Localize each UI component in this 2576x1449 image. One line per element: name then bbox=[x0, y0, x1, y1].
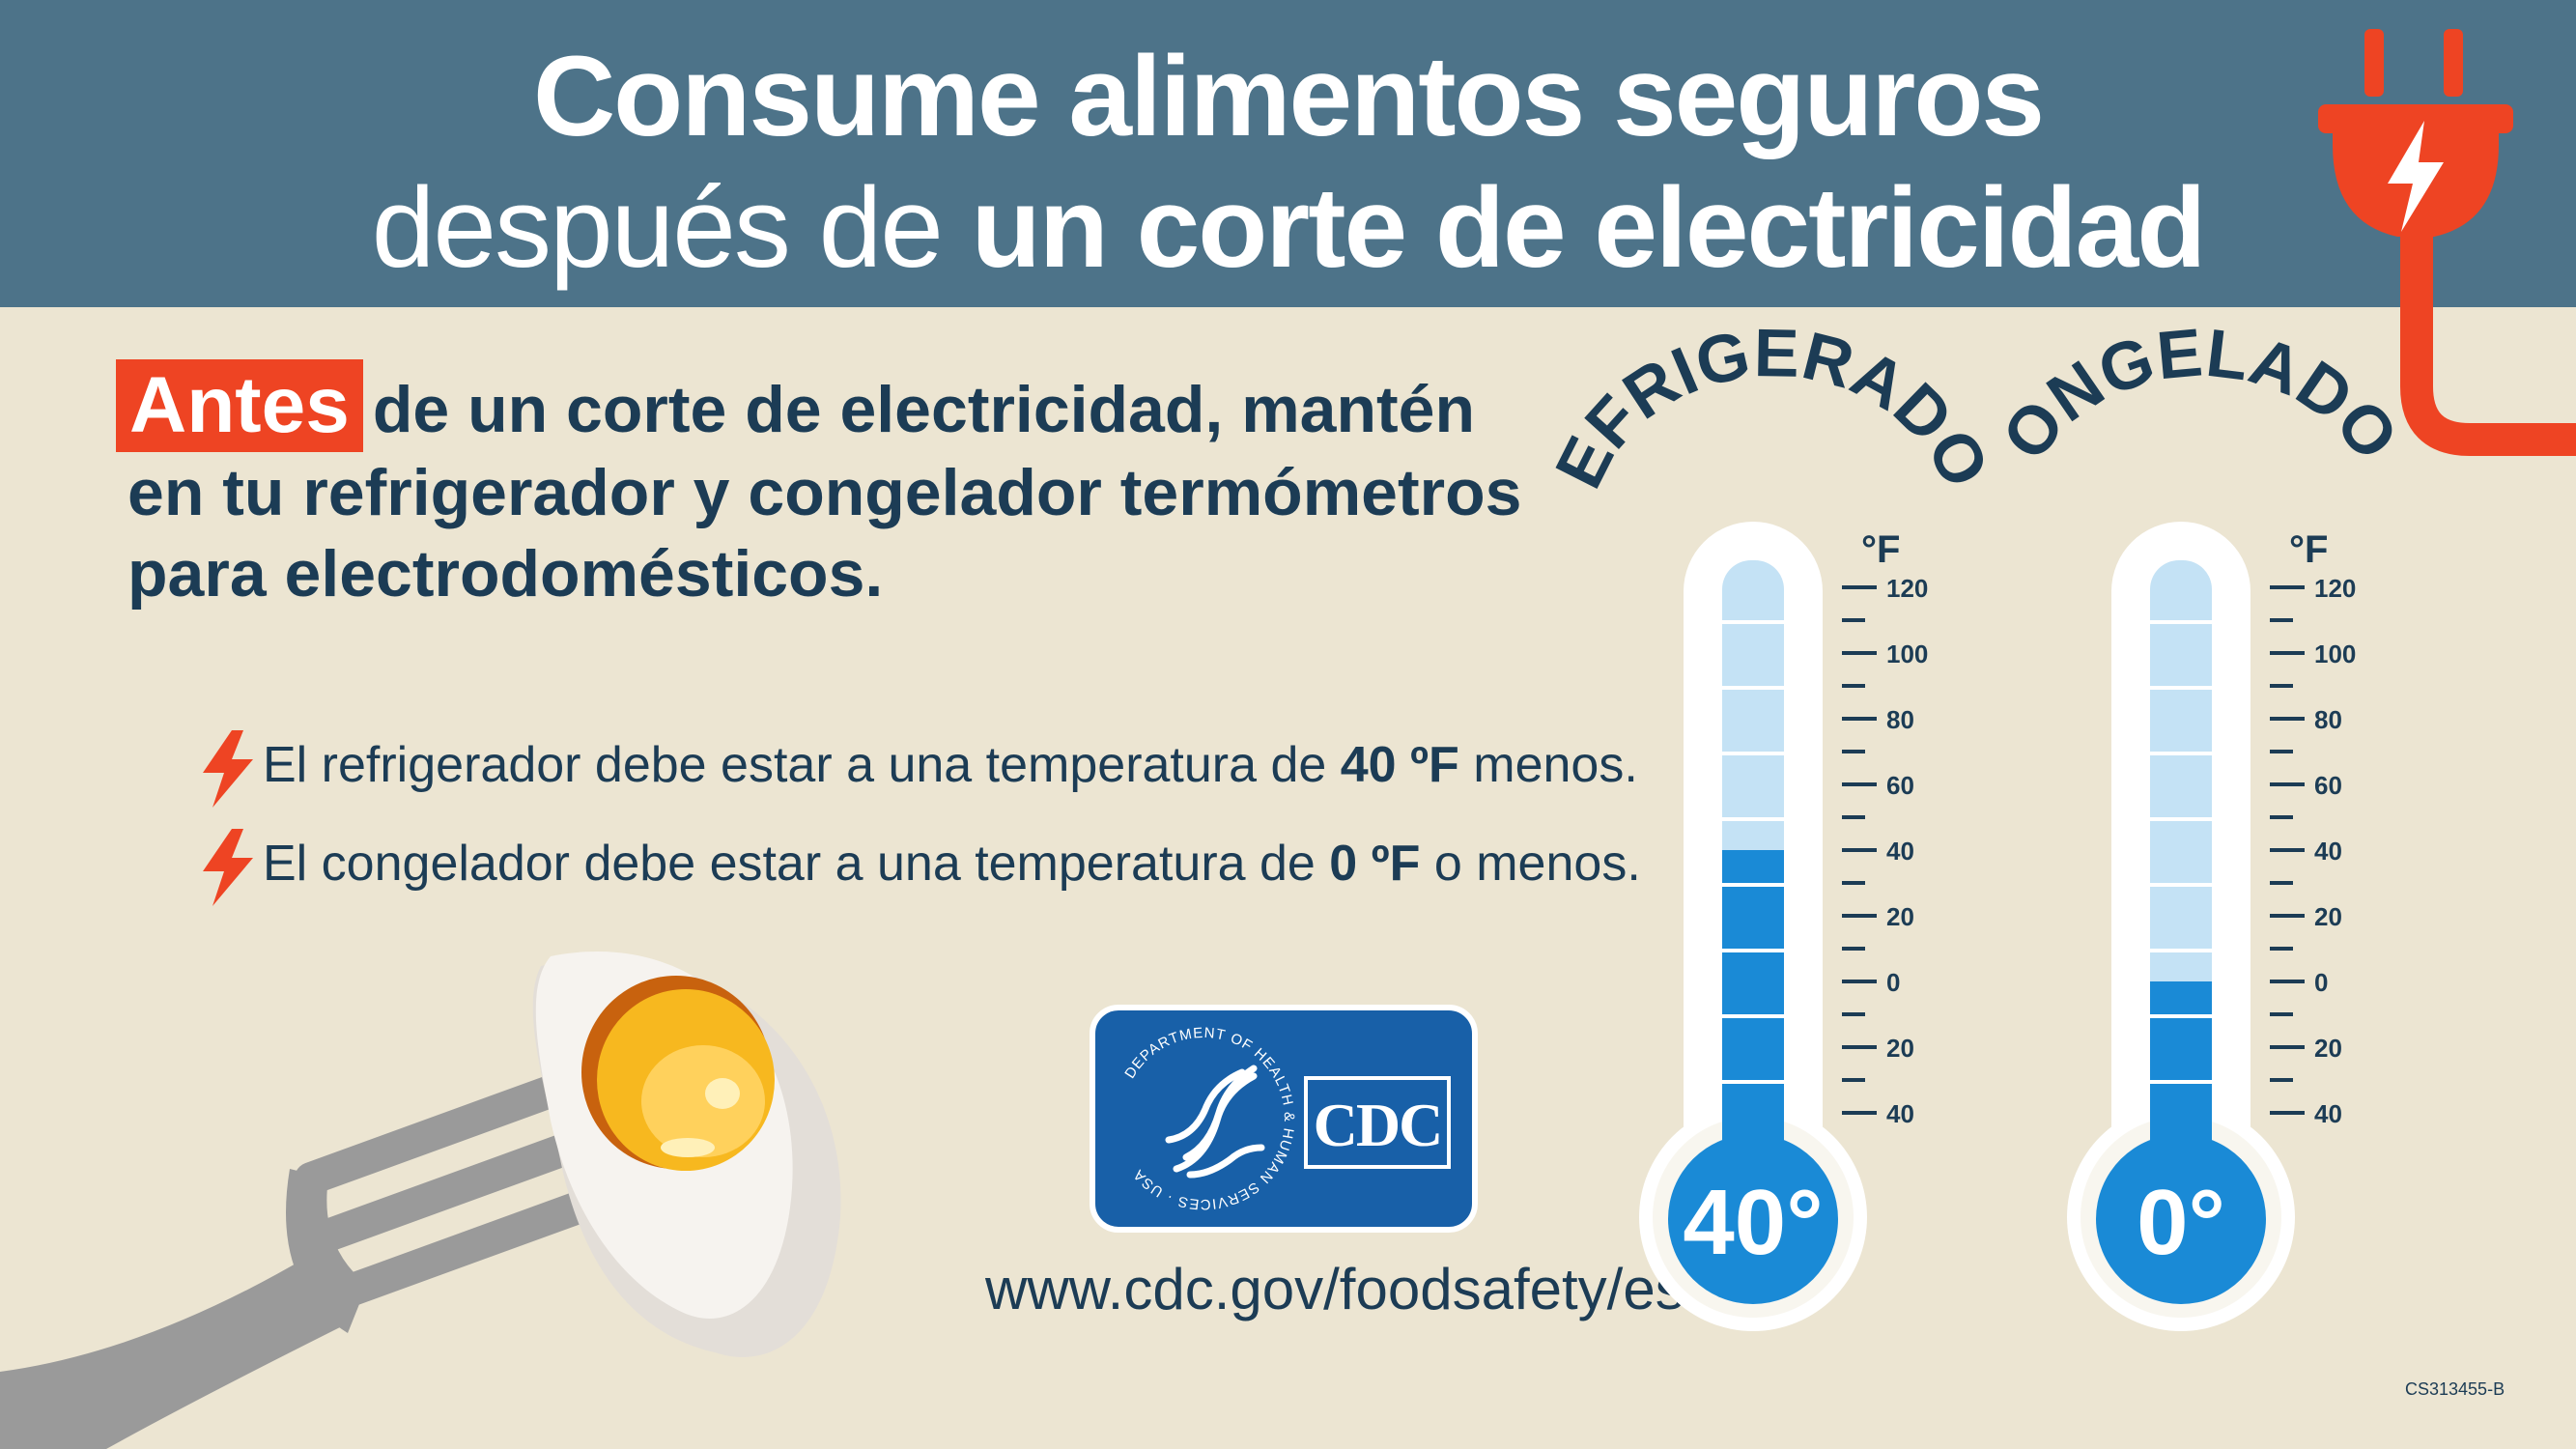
tick-minor bbox=[2270, 881, 2293, 885]
tick-minor bbox=[1842, 750, 1865, 753]
tick-minor bbox=[2270, 618, 2293, 622]
tick-major bbox=[1842, 782, 1877, 786]
tick-minor bbox=[1842, 618, 1865, 622]
document-code: CS313455-B bbox=[2405, 1379, 2505, 1399]
tick-minor bbox=[2270, 750, 2293, 753]
bullet-refrigerator: El refrigerador debe estar a una tempera… bbox=[263, 736, 1638, 794]
tick-label: 60 bbox=[1886, 771, 1914, 800]
tick-minor bbox=[1842, 684, 1865, 688]
tick-major bbox=[2270, 651, 2305, 655]
tick-label: 60 bbox=[2314, 771, 2342, 800]
thermometer-reading: 40° bbox=[1683, 1171, 1823, 1274]
tick-major bbox=[2270, 717, 2305, 721]
thermometer-bulb bbox=[2096, 1134, 2266, 1304]
thermometer-bulb bbox=[1668, 1134, 1838, 1304]
tick-label: 120 bbox=[1886, 574, 1928, 603]
tick-minor bbox=[1842, 881, 1865, 885]
tick-major bbox=[2270, 1045, 2305, 1049]
page-title-line1: Consume alimentos seguros bbox=[532, 33, 2045, 160]
tick-label: 120 bbox=[2314, 574, 2356, 603]
egg-on-fork-icon bbox=[0, 952, 841, 1449]
tick-major bbox=[2270, 914, 2305, 918]
bullet-text-end: o menos. bbox=[1420, 836, 1641, 892]
header-banner: Consume alimentos seguros después de un … bbox=[0, 0, 2576, 307]
tick-label: 40 bbox=[1886, 837, 1914, 866]
plug-icon bbox=[2318, 29, 2576, 456]
tick-major bbox=[1842, 914, 1877, 918]
tick-major bbox=[1842, 585, 1877, 589]
bullet-freezer: El congelador debe estar a una temperatu… bbox=[263, 835, 1641, 893]
tick-label: 100 bbox=[2314, 639, 2356, 668]
website-link[interactable]: www.cdc.gov/foodsafety/es bbox=[985, 1257, 1684, 1321]
tick-minor bbox=[1842, 1012, 1865, 1016]
bolt-icon bbox=[203, 730, 253, 808]
tick-label: 20 bbox=[2314, 902, 2342, 931]
tick-label: 0 bbox=[2314, 968, 2328, 997]
tick-major bbox=[1842, 1045, 1877, 1049]
thermometer-refrigerator: 40° °F 120 100 80 60 40 20 0 20 40 REFRIGERADOR bbox=[0, 0, 2004, 1331]
tick-label: 20 bbox=[1886, 902, 1914, 931]
tick-minor bbox=[2270, 684, 2293, 688]
bullet-text: El congelador debe estar a una temperatu… bbox=[263, 836, 1330, 892]
tick-minor bbox=[1842, 815, 1865, 819]
tick-label: 40 bbox=[2314, 1099, 2342, 1128]
hhs-eagle-icon: DEPARTMENT OF HEALTH & HUMAN SERVICES · … bbox=[1121, 1025, 1296, 1212]
tick-major bbox=[1842, 717, 1877, 721]
thermometer-freezer: 0° °F 120 100 80 60 40 20 0 20 40 CONGELADOR bbox=[0, 0, 2413, 1331]
bullet-temp: 0 ºF bbox=[1329, 836, 1421, 892]
tick-label: 0 bbox=[1886, 968, 1900, 997]
title-bold: un corte de electricidad bbox=[971, 164, 2207, 292]
thermometer-label: CONGELADOR bbox=[0, 0, 2413, 474]
bolt-icon bbox=[203, 829, 253, 906]
tick-minor bbox=[2270, 947, 2293, 951]
cdc-wordmark-box: CDC bbox=[1304, 1076, 1451, 1169]
tick-major bbox=[2270, 782, 2305, 786]
tick-major bbox=[1842, 848, 1877, 852]
tick-label: 80 bbox=[2314, 705, 2342, 734]
tick-major bbox=[2270, 848, 2305, 852]
tick-major bbox=[1842, 980, 1877, 983]
tick-minor bbox=[1842, 947, 1865, 951]
tick-major bbox=[1842, 651, 1877, 655]
cdc-logo: DEPARTMENT OF HEALTH & HUMAN SERVICES · … bbox=[1090, 1005, 1478, 1233]
thermometer-label: REFRIGERADOR bbox=[0, 0, 2004, 499]
intro-text: de un corte de electricidad, mantén en t… bbox=[127, 373, 1522, 611]
tick-label: 40 bbox=[2314, 837, 2342, 866]
bullet-text: El refrigerador debe estar a una tempera… bbox=[263, 737, 1341, 793]
bullet-text-end: menos. bbox=[1458, 737, 1638, 793]
title-regular: después de bbox=[371, 164, 972, 292]
bullet-temp: 40 ºF bbox=[1340, 737, 1459, 793]
tick-minor bbox=[2270, 1012, 2293, 1016]
intro-paragraph: Antes de un corte de electricidad, mantén… bbox=[116, 359, 1528, 614]
tick-major bbox=[2270, 1111, 2305, 1115]
cdc-wordmark: CDC bbox=[1313, 1091, 1444, 1159]
tick-label: 20 bbox=[2314, 1034, 2342, 1063]
page-title-line2: después de un corte de electricidad bbox=[0, 162, 2576, 294]
thermometer-reading: 0° bbox=[2137, 1171, 2225, 1274]
tick-major bbox=[2270, 980, 2305, 983]
tick-minor bbox=[2270, 1078, 2293, 1082]
tick-minor bbox=[1842, 1078, 1865, 1082]
tick-label: 100 bbox=[1886, 639, 1928, 668]
tick-minor bbox=[2270, 815, 2293, 819]
tick-label: 80 bbox=[1886, 705, 1914, 734]
antes-highlight: Antes bbox=[116, 359, 363, 452]
tick-label: 20 bbox=[1886, 1034, 1914, 1063]
thermometer-unit: °F bbox=[2289, 528, 2328, 571]
mercury-level bbox=[1722, 850, 1784, 1159]
tick-label: 40 bbox=[1886, 1099, 1914, 1128]
tick-major bbox=[1842, 1111, 1877, 1115]
tick-major bbox=[2270, 585, 2305, 589]
thermometer-unit: °F bbox=[1861, 528, 1900, 571]
